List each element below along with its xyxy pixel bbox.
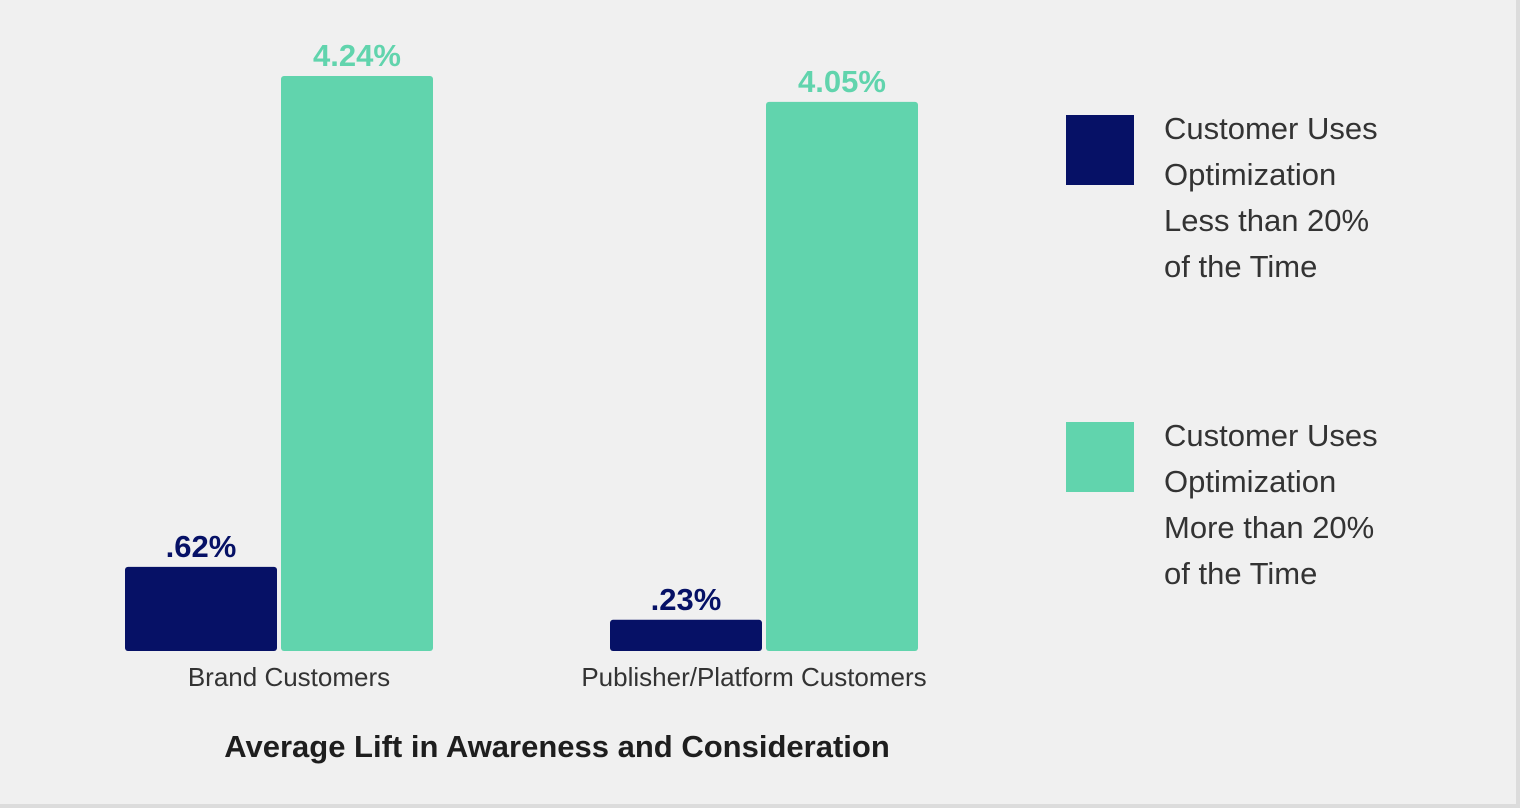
legend-swatch-series1 [1066, 115, 1134, 185]
category-label-brand: Brand Customers [188, 662, 390, 692]
bar-series2-publisher [766, 101, 918, 651]
bars-layer [125, 76, 918, 651]
bar-series1-brand [125, 566, 277, 651]
value-labels-layer: .62% .23% 4.24% 4.05% [166, 38, 886, 617]
legend-label-series2: Customer Uses Optimization More than 20% of… [1164, 418, 1378, 591]
legend-label-series1: Customer Uses Optimization Less than 20% of… [1164, 111, 1378, 284]
legend: Customer Uses Optimization Less than 20% of… [1066, 111, 1378, 591]
value-label-series2-publisher: 4.05% [798, 64, 886, 99]
value-label-series1-brand: .62% [166, 529, 237, 564]
value-label-series2-brand: 4.24% [313, 38, 401, 73]
category-labels-layer: Brand Customers Publisher/Platform Custom… [188, 662, 927, 692]
x-axis-title: Average Lift in Awareness and Considerat… [224, 729, 890, 764]
bar-series2-brand [281, 76, 433, 651]
bar-series1-publisher [610, 619, 762, 651]
value-label-series1-publisher: .23% [651, 582, 722, 617]
legend-swatch-series2 [1066, 422, 1134, 492]
category-label-publisher: Publisher/Platform Customers [581, 662, 926, 692]
